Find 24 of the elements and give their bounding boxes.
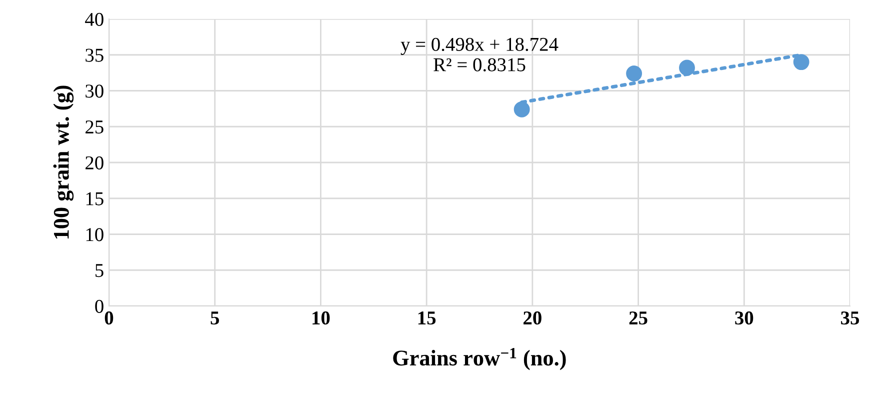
y-tick-label: 40 <box>85 12 104 26</box>
y-axis-title: 100 grain wt. (g) <box>53 86 74 238</box>
x-tick-label: 5 <box>210 312 220 325</box>
y-tick-label: 15 <box>86 192 104 206</box>
y-tick-label: 25 <box>86 120 104 134</box>
x-tick-label: 35 <box>841 311 860 325</box>
x-tick-label: 20 <box>524 311 542 325</box>
point <box>626 66 642 82</box>
x-tick-label: 30 <box>735 311 754 325</box>
annotation: y = 0.498x + 18.724 R² = 0.8315 <box>400 38 558 72</box>
x-tick-label: 15 <box>418 312 436 325</box>
point <box>679 60 695 76</box>
y-tick-label: 5 <box>96 264 104 278</box>
point <box>514 101 530 118</box>
y-tick-label: 30 <box>86 84 104 98</box>
y-tick-label: 0 <box>95 300 104 313</box>
x-tick-label: 25 <box>629 311 648 325</box>
point <box>793 54 810 70</box>
x-tick-label: 0 <box>104 311 114 325</box>
y-tick-label: 20 <box>86 156 104 170</box>
y-tick-label: 35 <box>86 48 104 62</box>
x-axis-title: Grains row$^{−1}$ (no.) <box>393 348 566 370</box>
y-tick-label: 10 <box>86 228 104 242</box>
x-tick-label: 10 <box>312 311 330 325</box>
